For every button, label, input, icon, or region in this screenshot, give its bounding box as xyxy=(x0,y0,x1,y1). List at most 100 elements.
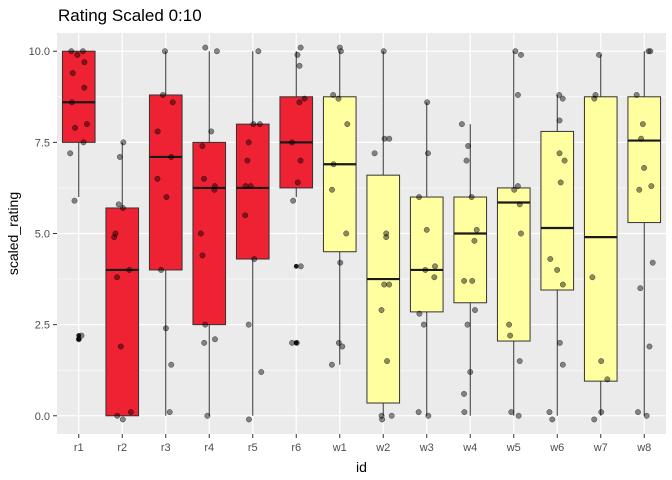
data-point-w6 xyxy=(546,409,553,416)
data-point-r6 xyxy=(294,179,301,186)
data-point-r2 xyxy=(111,234,118,241)
data-point-w1 xyxy=(335,95,342,102)
data-point-r3 xyxy=(169,99,176,106)
box-series xyxy=(61,50,662,417)
y-axis-label: scaled_rating xyxy=(5,192,21,275)
data-point-r6 xyxy=(297,157,304,164)
box-r1 xyxy=(61,50,96,342)
data-point-w4 xyxy=(468,194,475,200)
data-point-w8 xyxy=(641,164,648,171)
data-point-w5 xyxy=(508,409,515,416)
data-point-r2 xyxy=(114,274,121,281)
data-point-r4 xyxy=(212,336,218,343)
data-point-w1 xyxy=(330,92,337,98)
data-point-w4 xyxy=(467,369,474,375)
data-point-w1 xyxy=(330,161,337,168)
data-point-w7 xyxy=(598,358,605,365)
x-tick-label: r3 xyxy=(161,442,171,454)
data-point-r1 xyxy=(67,150,74,157)
data-point-r4 xyxy=(197,230,204,237)
data-point-w4 xyxy=(471,237,478,244)
data-point-w2 xyxy=(371,150,378,157)
box-r5 xyxy=(235,51,270,416)
data-point-w4 xyxy=(465,143,472,149)
data-point-r4 xyxy=(202,321,209,328)
data-point-r1 xyxy=(68,48,75,55)
data-point-w3 xyxy=(416,194,423,200)
data-point-r5 xyxy=(242,183,249,190)
box-iqr xyxy=(192,141,227,326)
box-r3 xyxy=(148,51,183,416)
box-iqr xyxy=(366,174,401,404)
x-tick-label: w5 xyxy=(506,442,521,454)
data-point-r6 xyxy=(296,99,303,106)
data-point-r6 xyxy=(296,62,303,69)
data-point-w6 xyxy=(547,256,554,262)
x-tick-label: w6 xyxy=(549,442,564,454)
data-point-w2 xyxy=(381,135,388,142)
data-point-w6 xyxy=(556,339,563,346)
data-point-w5 xyxy=(516,201,523,208)
x-tick-label: w8 xyxy=(636,442,651,454)
data-point-r4 xyxy=(199,252,206,259)
data-point-w8 xyxy=(648,183,655,190)
data-point-r6 xyxy=(294,51,301,58)
data-point-r1 xyxy=(69,70,76,77)
data-point-w2 xyxy=(381,281,388,288)
data-point-w7 xyxy=(592,92,599,98)
data-point-w2 xyxy=(380,48,387,55)
jitter-points xyxy=(67,44,656,423)
data-point-w2 xyxy=(384,358,391,365)
x-axis: r1 r2 r3 r4 r5 r6 w1 w2 w3 w4 w5 w6 w7 w8 xyxy=(74,434,651,454)
data-point-w4 xyxy=(464,321,471,328)
data-point-w5 xyxy=(514,183,521,190)
data-point-w5 xyxy=(511,186,518,193)
data-point-w8 xyxy=(633,92,640,98)
data-point-w1 xyxy=(328,361,335,368)
data-point-w8 xyxy=(639,121,646,128)
box-iqr xyxy=(496,187,531,342)
box-iqr xyxy=(627,96,662,224)
data-point-r5 xyxy=(245,416,252,423)
data-point-w5 xyxy=(514,92,521,98)
data-point-w1 xyxy=(339,343,346,350)
data-point-w4 xyxy=(461,277,468,284)
box-w7 xyxy=(583,54,618,416)
data-point-w3 xyxy=(423,226,430,233)
data-point-r2 xyxy=(116,153,123,160)
y-tick-label: 10.0 xyxy=(29,46,50,58)
data-point-w6 xyxy=(556,150,563,157)
data-point-r2 xyxy=(112,230,119,237)
data-point-r3 xyxy=(158,267,165,273)
data-point-r1 xyxy=(68,99,75,106)
box-iqr xyxy=(61,50,96,143)
data-point-r5 xyxy=(242,212,249,219)
data-point-r4 xyxy=(199,143,206,149)
data-point-r6 xyxy=(297,263,304,270)
data-point-r2 xyxy=(114,412,121,419)
data-point-w4 xyxy=(458,121,465,128)
x-tick-label: w7 xyxy=(593,442,608,454)
data-point-w2 xyxy=(378,307,385,314)
data-point-w8 xyxy=(649,259,656,266)
data-point-r4 xyxy=(201,339,208,346)
data-point-w2 xyxy=(388,412,395,419)
data-point-w5 xyxy=(506,321,513,328)
data-point-r4 xyxy=(201,175,207,182)
data-point-w7 xyxy=(591,95,598,102)
data-point-w8 xyxy=(643,412,650,419)
data-point-r2 xyxy=(120,139,127,146)
data-point-r2 xyxy=(117,343,124,350)
data-point-r6 xyxy=(289,139,296,146)
data-point-r1 xyxy=(81,84,88,91)
outlier-point xyxy=(293,340,299,346)
data-point-w1 xyxy=(336,44,343,51)
x-tick-label: r2 xyxy=(117,442,127,454)
data-point-w4 xyxy=(463,157,470,164)
data-point-w6 xyxy=(561,157,568,164)
data-point-w2 xyxy=(379,416,386,423)
data-point-r5 xyxy=(244,157,251,164)
data-point-w8 xyxy=(637,285,644,292)
data-point-w3 xyxy=(432,263,438,270)
data-point-r3 xyxy=(154,175,161,182)
